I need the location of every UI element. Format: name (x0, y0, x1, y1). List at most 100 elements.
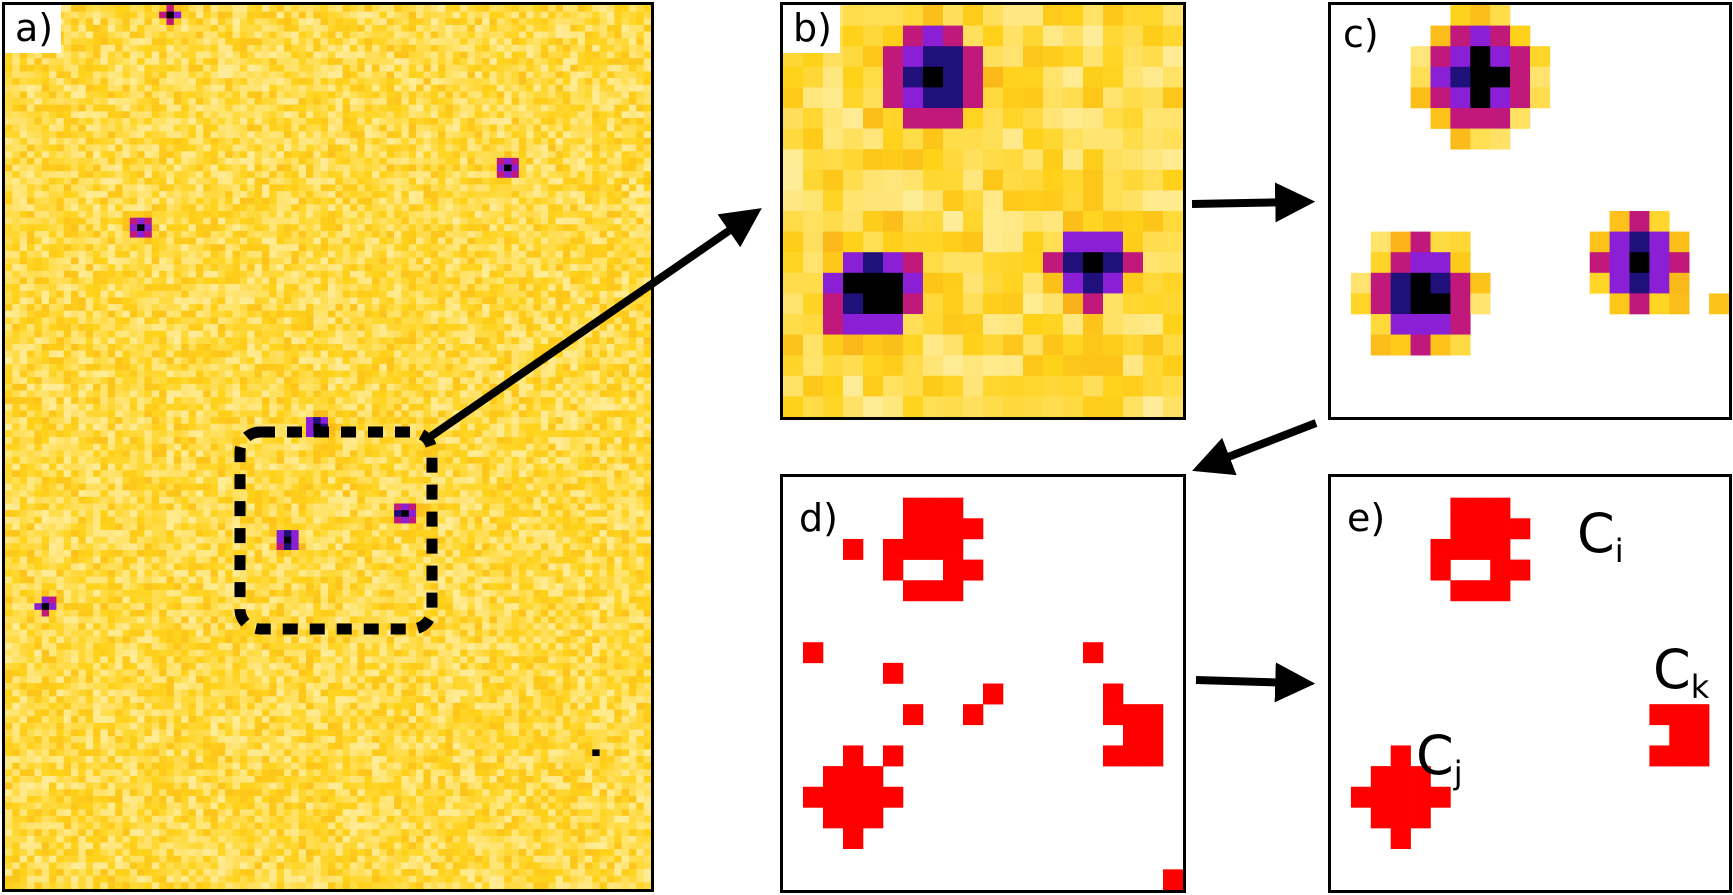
pixel (210, 237, 219, 245)
pixel (489, 330, 498, 338)
pixel (269, 250, 277, 258)
pixel (100, 117, 109, 125)
pixel (533, 184, 542, 192)
pixel (19, 270, 28, 278)
pixel (239, 191, 248, 199)
pixel (584, 244, 593, 252)
pixel (474, 230, 483, 238)
pixel (562, 78, 571, 86)
pixel (217, 24, 226, 32)
pixel (41, 230, 50, 238)
pixel (599, 157, 608, 165)
pixel (100, 197, 109, 205)
pixel (305, 124, 314, 132)
pixel (144, 164, 153, 172)
pixel (408, 377, 417, 385)
pixel (357, 31, 366, 39)
pixel (232, 91, 241, 99)
pixel (614, 257, 622, 265)
pixel (181, 237, 189, 245)
pixel (151, 363, 160, 371)
pixel (181, 290, 189, 298)
pixel (416, 217, 424, 225)
pixel (372, 137, 380, 145)
pixel (305, 24, 314, 32)
pixel (63, 230, 72, 238)
pixel (577, 31, 586, 39)
pixel (430, 290, 439, 298)
pixel (643, 197, 651, 205)
pixel (129, 277, 138, 285)
pixel (548, 264, 556, 272)
pixel (643, 204, 651, 212)
pixel (562, 124, 571, 132)
pixel (504, 290, 512, 298)
pixel (159, 297, 167, 305)
pixel (452, 343, 461, 351)
pixel (592, 71, 600, 79)
pixel (217, 58, 226, 66)
pixel (232, 191, 241, 199)
pixel (269, 151, 277, 159)
pixel (335, 104, 343, 112)
pixel (100, 131, 109, 139)
pixel (548, 343, 556, 351)
pixel (269, 350, 277, 358)
pixel (63, 324, 72, 331)
pixel (173, 277, 182, 285)
pixel (115, 244, 123, 252)
pixel (584, 270, 593, 278)
pixel (533, 350, 542, 358)
pixel (423, 164, 432, 172)
pixel (636, 304, 644, 312)
pixel (232, 98, 241, 105)
pixel (423, 117, 432, 125)
pixel (401, 151, 410, 159)
pixel (63, 157, 72, 165)
pixel (430, 264, 439, 272)
pixel (467, 277, 476, 285)
pixel (606, 124, 615, 132)
pixel (643, 357, 651, 365)
pixel (504, 317, 512, 325)
pixel (416, 24, 424, 32)
pixel (291, 64, 299, 72)
pixel (511, 98, 520, 105)
pixel (151, 18, 160, 26)
pixel (195, 157, 204, 165)
pixel (12, 184, 20, 192)
pixel (144, 51, 153, 59)
pixel (328, 164, 336, 172)
pixel (570, 71, 578, 79)
pixel (379, 144, 388, 152)
pixel (320, 363, 329, 371)
pixel (27, 357, 35, 365)
pixel (100, 124, 109, 132)
pixel (71, 284, 79, 292)
pixel (166, 124, 175, 132)
pixel (342, 224, 351, 232)
pixel (27, 343, 35, 351)
pixel (261, 277, 270, 285)
pixel (232, 5, 241, 12)
pixel (526, 297, 534, 305)
pixel (151, 124, 160, 132)
pixel (526, 131, 534, 139)
pixel (555, 91, 564, 99)
pixel (93, 117, 101, 125)
pixel (195, 350, 204, 358)
pixel (93, 277, 101, 285)
pixel (518, 317, 527, 325)
pixel (562, 137, 571, 145)
pixel (452, 184, 461, 192)
pixel (12, 250, 20, 258)
pixel (592, 264, 600, 272)
pixel (181, 277, 189, 285)
pixel (269, 230, 277, 238)
pixel (203, 343, 211, 351)
pixel (386, 91, 395, 99)
pixel (254, 343, 263, 351)
pixel (298, 224, 307, 232)
pixel (93, 310, 101, 318)
pixel (526, 350, 534, 358)
